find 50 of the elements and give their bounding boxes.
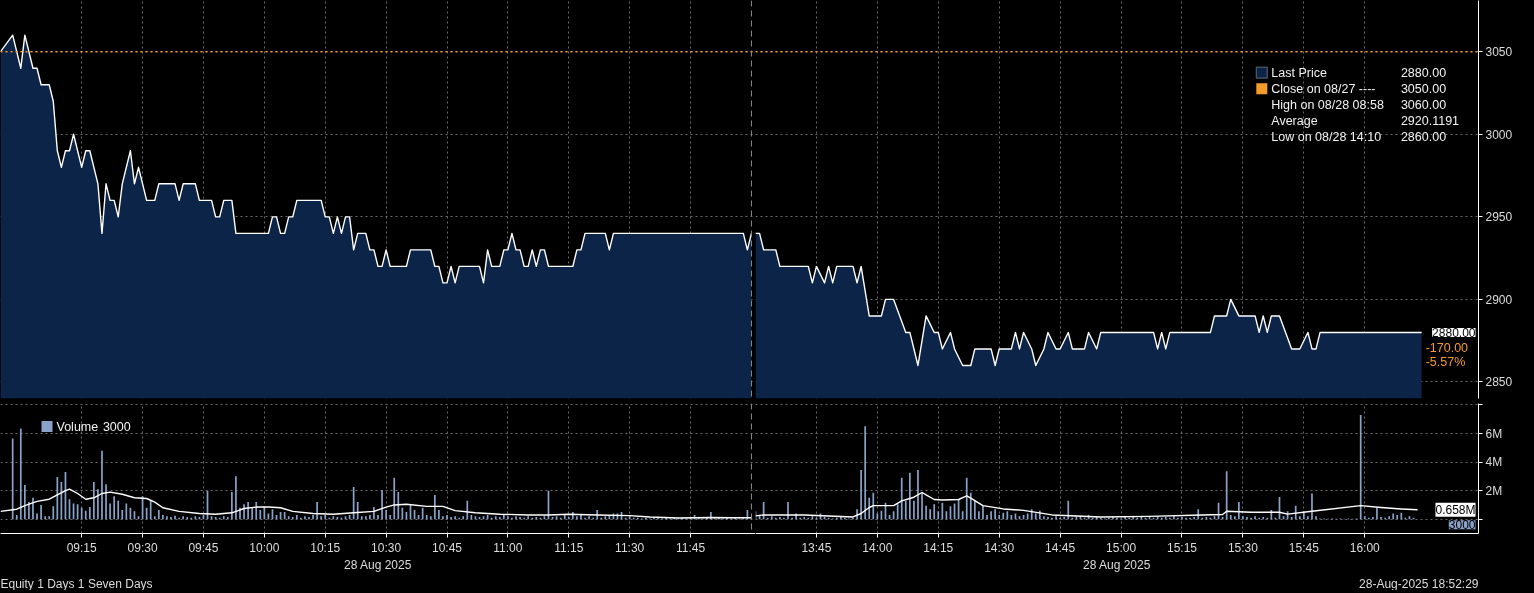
- x-tick-label: 11:15: [554, 540, 584, 555]
- text: Equity 1 Days 1 Seven Days: [0, 576, 153, 591]
- x-tick-label: 14:00: [862, 540, 893, 555]
- annotation: 2920.1191: [1400, 114, 1460, 129]
- annotation: 3000: [1448, 518, 1476, 533]
- text: 28-Aug-2025 18:52:29: [1359, 576, 1479, 591]
- legend-label: Last Price: [1271, 65, 1327, 80]
- x-axis-title: 28 Aug 2025: [343, 557, 412, 572]
- legend-label: Volume: [56, 419, 99, 434]
- y-tick-label: 4M: [1485, 455, 1503, 470]
- x-tick-label: 10:30: [371, 540, 402, 555]
- x-tick-label: 11:00: [493, 540, 523, 555]
- annotation: 3000: [102, 420, 131, 434]
- x-tick-label: 15:15: [1166, 540, 1198, 555]
- x-tick-label: 13:45: [801, 540, 832, 555]
- x-tick-label: 10:00: [249, 540, 280, 555]
- y-tick-label: 2850: [1485, 375, 1513, 390]
- y-tick-label: 3050: [1485, 45, 1513, 60]
- x-tick-label: 11:45: [675, 540, 706, 555]
- x-tick-label: 09:15: [66, 540, 98, 555]
- annotation: 2880.00: [1432, 325, 1476, 340]
- y-tick-label: 2900: [1485, 292, 1513, 307]
- annotation: 3050.00: [1400, 82, 1447, 97]
- x-tick-label: 15:30: [1227, 540, 1259, 555]
- x-tick-label: 10:15: [310, 540, 341, 555]
- x-tick-label: 14:30: [984, 540, 1015, 555]
- annotation: 2860.00: [1400, 130, 1447, 145]
- annotation: Low on 08/28 14:10: [1271, 129, 1382, 144]
- annotation: -5.57%: [1425, 355, 1466, 370]
- x-tick-label: 15:00: [1106, 540, 1137, 555]
- y-tick-label: 2M: [1485, 483, 1503, 498]
- annotation: -170.00: [1425, 340, 1469, 355]
- y-tick-label: 2950: [1485, 210, 1513, 225]
- y-tick-label: 6M: [1485, 426, 1503, 441]
- x-tick-label: 14:15: [923, 540, 954, 555]
- x-tick-label: 16:00: [1349, 540, 1381, 555]
- annotation: 0.658M: [1435, 502, 1476, 517]
- legend-label: Close on 08/27 ----: [1271, 81, 1376, 96]
- x-tick-label: 11:30: [615, 540, 645, 555]
- x-tick-label: 09:45: [188, 540, 219, 555]
- x-tick-label: 15:45: [1288, 540, 1320, 555]
- x-tick-label: 09:30: [127, 540, 158, 555]
- annotation: Average: [1271, 113, 1318, 128]
- x-tick-label: 10:45: [431, 540, 463, 555]
- x-axis-title: 28 Aug 2025: [1082, 557, 1151, 572]
- annotation: 3060.00: [1400, 98, 1447, 113]
- y-tick-label: 3000: [1485, 127, 1513, 142]
- x-tick-label: 14:45: [1045, 540, 1076, 555]
- annotation: 2880.00: [1400, 66, 1447, 81]
- annotation: High on 08/28 08:58: [1271, 97, 1384, 112]
